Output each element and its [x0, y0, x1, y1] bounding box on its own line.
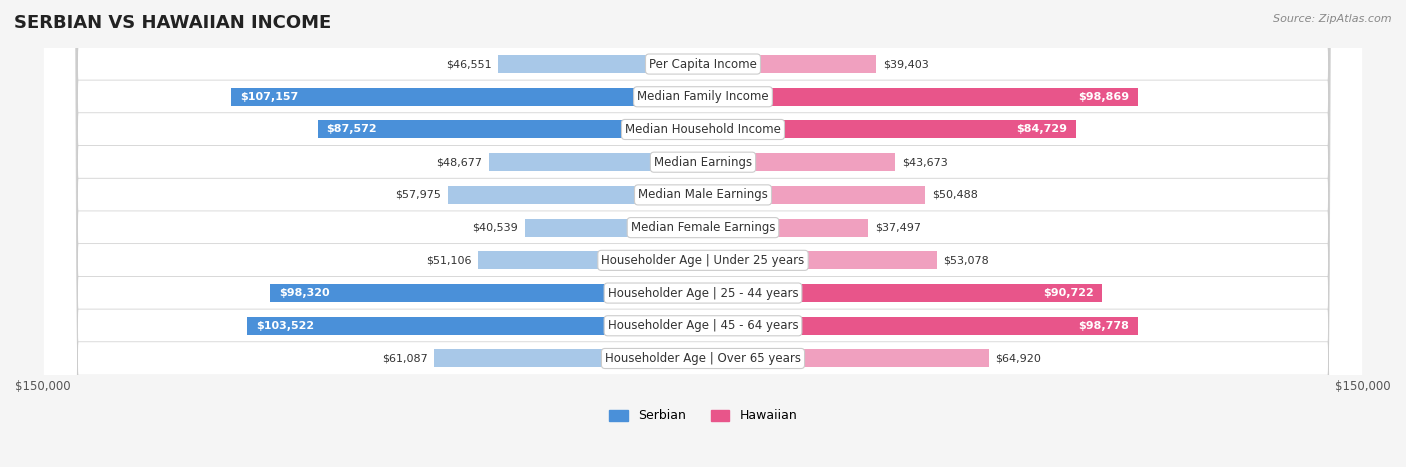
Bar — [703, 317, 1137, 335]
Bar — [703, 55, 876, 73]
FancyBboxPatch shape — [42, 0, 1364, 467]
FancyBboxPatch shape — [42, 0, 1364, 467]
Legend: Serbian, Hawaiian: Serbian, Hawaiian — [605, 404, 801, 427]
Text: $84,729: $84,729 — [1017, 125, 1067, 134]
Bar — [449, 186, 703, 204]
Bar — [703, 284, 1102, 302]
Bar — [489, 153, 703, 171]
Bar — [318, 120, 703, 139]
Text: Median Family Income: Median Family Income — [637, 90, 769, 103]
FancyBboxPatch shape — [42, 0, 1364, 467]
Text: Householder Age | Under 25 years: Householder Age | Under 25 years — [602, 254, 804, 267]
Bar — [703, 120, 1076, 139]
FancyBboxPatch shape — [42, 0, 1364, 467]
Text: $37,497: $37,497 — [875, 223, 921, 233]
Text: $51,106: $51,106 — [426, 255, 471, 265]
Bar — [703, 153, 896, 171]
FancyBboxPatch shape — [42, 0, 1364, 467]
Bar — [703, 88, 1137, 106]
Text: $98,320: $98,320 — [278, 288, 329, 298]
Text: $57,975: $57,975 — [395, 190, 441, 200]
Bar — [498, 55, 703, 73]
Text: Householder Age | 45 - 64 years: Householder Age | 45 - 64 years — [607, 319, 799, 333]
Text: $48,677: $48,677 — [436, 157, 482, 167]
Bar — [232, 88, 703, 106]
Text: $87,572: $87,572 — [326, 125, 377, 134]
Text: Median Household Income: Median Household Income — [626, 123, 780, 136]
Text: $50,488: $50,488 — [932, 190, 977, 200]
Text: Median Female Earnings: Median Female Earnings — [631, 221, 775, 234]
Text: $64,920: $64,920 — [995, 354, 1042, 363]
Text: $98,869: $98,869 — [1078, 92, 1129, 102]
Text: $46,551: $46,551 — [446, 59, 492, 69]
Text: SERBIAN VS HAWAIIAN INCOME: SERBIAN VS HAWAIIAN INCOME — [14, 14, 332, 32]
Text: $53,078: $53,078 — [943, 255, 988, 265]
Text: Householder Age | Over 65 years: Householder Age | Over 65 years — [605, 352, 801, 365]
Bar — [270, 284, 703, 302]
Text: Per Capita Income: Per Capita Income — [650, 57, 756, 71]
Text: Median Male Earnings: Median Male Earnings — [638, 188, 768, 201]
Text: $40,539: $40,539 — [472, 223, 517, 233]
Text: $98,778: $98,778 — [1078, 321, 1129, 331]
Text: $103,522: $103,522 — [256, 321, 315, 331]
Text: $39,403: $39,403 — [883, 59, 929, 69]
Text: $107,157: $107,157 — [240, 92, 298, 102]
FancyBboxPatch shape — [42, 0, 1364, 467]
FancyBboxPatch shape — [42, 0, 1364, 467]
Bar — [703, 349, 988, 368]
Text: Source: ZipAtlas.com: Source: ZipAtlas.com — [1274, 14, 1392, 24]
Text: $43,673: $43,673 — [901, 157, 948, 167]
Text: Median Earnings: Median Earnings — [654, 156, 752, 169]
Bar — [703, 219, 868, 237]
FancyBboxPatch shape — [42, 0, 1364, 467]
Bar — [478, 251, 703, 269]
Bar — [247, 317, 703, 335]
Bar — [524, 219, 703, 237]
Text: $90,722: $90,722 — [1043, 288, 1094, 298]
Text: Householder Age | 25 - 44 years: Householder Age | 25 - 44 years — [607, 287, 799, 299]
Bar — [703, 186, 925, 204]
FancyBboxPatch shape — [42, 0, 1364, 467]
Text: $61,087: $61,087 — [382, 354, 427, 363]
Bar — [434, 349, 703, 368]
Bar — [703, 251, 936, 269]
FancyBboxPatch shape — [42, 0, 1364, 467]
